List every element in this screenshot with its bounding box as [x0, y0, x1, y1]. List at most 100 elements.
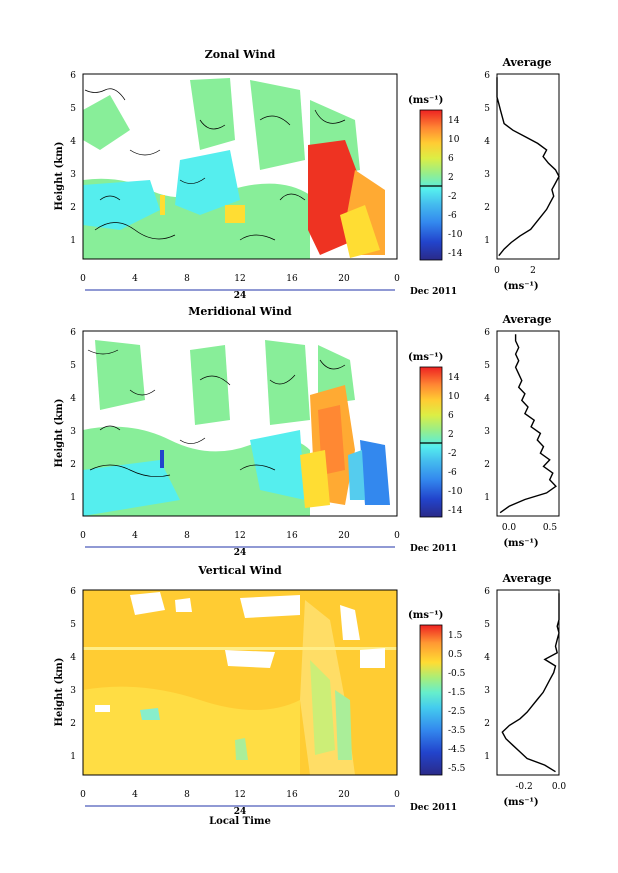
svg-text:14: 14: [448, 373, 460, 383]
svg-text:-1.5: -1.5: [448, 688, 466, 698]
y-axis-label: Height (km): [54, 658, 65, 727]
avg-xlabel: (ms⁻¹): [503, 797, 538, 808]
svg-text:1: 1: [70, 236, 76, 246]
y-axis-label: Height (km): [54, 399, 65, 468]
day-label: 24: [234, 291, 247, 301]
avg-xlabel: (ms⁻¹): [503, 281, 538, 292]
avg-y-ticks: 1 2 3 4 5 6: [484, 328, 490, 503]
avg-frame: [496, 589, 560, 776]
svg-text:3: 3: [70, 427, 76, 437]
svg-text:0: 0: [494, 266, 500, 276]
svg-text:4: 4: [484, 137, 490, 147]
svg-text:3: 3: [484, 686, 490, 696]
colorbar: [419, 624, 443, 776]
panel-title: Meridional Wind: [188, 305, 292, 318]
svg-text:1: 1: [484, 493, 490, 503]
svg-text:-6: -6: [448, 211, 457, 221]
svg-text:20: 20: [338, 790, 350, 800]
svg-text:3: 3: [70, 170, 76, 180]
avg-xlabel: (ms⁻¹): [503, 538, 538, 549]
x-axis: 0 4 8 12 16 20 0: [80, 274, 400, 284]
day-label: 24: [234, 807, 247, 817]
svg-text:-10: -10: [448, 487, 463, 497]
avg-frame: [496, 330, 560, 517]
svg-text:4: 4: [132, 531, 138, 541]
svg-text:0.0: 0.0: [502, 523, 517, 533]
avg-title: Average: [501, 56, 551, 69]
svg-text:-10: -10: [448, 230, 463, 240]
svg-text:4: 4: [484, 394, 490, 404]
date-label: Dec 2011: [410, 803, 457, 813]
plot-frame: [82, 589, 398, 776]
svg-text:10: 10: [448, 135, 460, 145]
svg-text:4: 4: [484, 653, 490, 663]
svg-text:2: 2: [448, 430, 454, 440]
svg-text:-5.5: -5.5: [448, 764, 466, 774]
svg-text:2: 2: [484, 719, 490, 729]
svg-text:5: 5: [70, 620, 76, 630]
svg-text:-14: -14: [448, 506, 463, 516]
svg-text:10: 10: [448, 392, 460, 402]
y-axis: 1 2 3 4 5 6 Height (km): [54, 328, 76, 503]
panel-vertical: Vertical Wind 1 2 3 4 5 6 Height: [54, 564, 566, 827]
svg-text:3: 3: [70, 686, 76, 696]
colorbar-unit: (ms⁻¹): [408, 610, 443, 621]
svg-text:-0.5: -0.5: [448, 669, 466, 679]
svg-text:0: 0: [394, 531, 400, 541]
svg-text:0: 0: [80, 790, 86, 800]
svg-text:2: 2: [484, 460, 490, 470]
colorbar-ticks: 1.5 0.5 -0.5 -1.5 -2.5 -3.5 -4.5 -5.5: [448, 631, 466, 774]
x-axis: 0 4 8 12 16 20 0: [80, 531, 400, 541]
svg-text:20: 20: [338, 531, 350, 541]
svg-text:1: 1: [484, 236, 490, 246]
svg-text:14: 14: [448, 116, 460, 126]
svg-text:0.5: 0.5: [448, 650, 463, 660]
avg-profile-line: [501, 593, 560, 773]
svg-text:16: 16: [286, 274, 298, 284]
svg-text:16: 16: [286, 790, 298, 800]
date-label: Dec 2011: [410, 544, 457, 554]
svg-text:1: 1: [484, 752, 490, 762]
svg-text:6: 6: [484, 328, 490, 338]
svg-text:4: 4: [132, 274, 138, 284]
avg-frame: [496, 73, 560, 260]
svg-text:5: 5: [484, 104, 490, 114]
svg-text:20: 20: [338, 274, 350, 284]
svg-text:2: 2: [70, 460, 76, 470]
x-axis: 0 4 8 12 16 20 0: [80, 790, 400, 800]
svg-text:-4.5: -4.5: [448, 745, 466, 755]
heatmap-meridional: [83, 331, 397, 516]
panel-title: Vertical Wind: [197, 564, 282, 577]
svg-text:-2.5: -2.5: [448, 707, 466, 717]
svg-text:1: 1: [70, 752, 76, 762]
svg-text:-6: -6: [448, 468, 457, 478]
svg-text:8: 8: [184, 790, 190, 800]
svg-text:0: 0: [394, 790, 400, 800]
svg-text:-3.5: -3.5: [448, 726, 466, 736]
avg-y-ticks: 1 2 3 4 5 6: [484, 71, 490, 246]
panel-meridional: Meridional Wind 1 2 3 4 5 6 Heigh: [54, 305, 560, 558]
avg-profile-line: [496, 77, 560, 257]
svg-text:4: 4: [70, 653, 76, 663]
svg-text:0: 0: [80, 274, 86, 284]
svg-text:-2: -2: [448, 449, 457, 459]
panel-zonal: Zonal Wind 1 2 3 4 5 6 Height (km): [54, 48, 560, 301]
svg-text:5: 5: [70, 104, 76, 114]
svg-text:2: 2: [70, 719, 76, 729]
y-axis-label: Height (km): [54, 142, 65, 211]
colorbar-unit: (ms⁻¹): [408, 95, 443, 106]
day-label: 24: [234, 548, 247, 558]
svg-text:2: 2: [70, 203, 76, 213]
colorbar: [419, 366, 443, 518]
svg-text:12: 12: [234, 274, 245, 284]
svg-text:3: 3: [484, 170, 490, 180]
svg-text:-2: -2: [448, 192, 457, 202]
svg-text:5: 5: [484, 620, 490, 630]
svg-text:-14: -14: [448, 249, 463, 259]
colorbar: [419, 109, 443, 261]
svg-text:0.0: 0.0: [552, 782, 567, 792]
svg-text:2: 2: [448, 173, 454, 183]
y-axis: 1 2 3 4 5 6 Height (km): [54, 71, 76, 246]
colorbar-ticks: 14 10 6 2 -2 -6 -10 -14: [448, 373, 463, 516]
x-axis-label: Local Time: [209, 816, 271, 827]
